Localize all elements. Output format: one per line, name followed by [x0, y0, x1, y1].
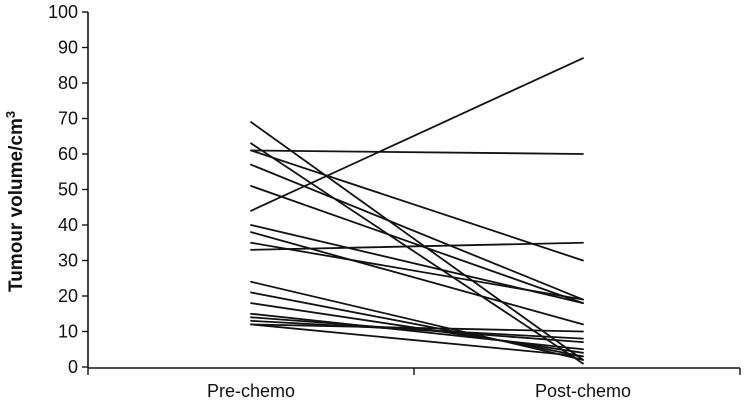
y-tick-label: 10 — [58, 322, 78, 342]
patient-line — [250, 323, 584, 358]
patient-line — [250, 185, 584, 305]
y-tick-label: 50 — [58, 180, 78, 200]
y-tick-label: 70 — [58, 109, 78, 129]
y-tick-label: 80 — [58, 73, 78, 93]
x-category-label: Post-chemo — [535, 381, 631, 401]
patient-line — [250, 291, 584, 358]
y-tick-label: 100 — [48, 2, 78, 22]
patient-line — [250, 280, 584, 361]
patient-line — [250, 57, 584, 212]
patient-line — [250, 323, 584, 333]
patient-line — [250, 149, 584, 262]
patient-line — [250, 241, 584, 251]
y-tick-label: 30 — [58, 251, 78, 271]
patient-line — [250, 231, 584, 326]
y-tick-label: 20 — [58, 286, 78, 306]
patient-line — [250, 319, 584, 340]
y-tick-label: 0 — [68, 357, 78, 377]
y-tick-label: 90 — [58, 38, 78, 58]
patient-line — [250, 142, 584, 365]
patient-line — [250, 149, 584, 155]
y-tick-label: 40 — [58, 215, 78, 235]
patient-line — [250, 121, 584, 361]
y-tick-label: 60 — [58, 144, 78, 164]
x-category-label: Pre-chemo — [207, 381, 295, 401]
patient-line — [250, 241, 584, 301]
patient-line — [250, 163, 584, 301]
y-axis-title: Tumour volume/cm3 — [3, 111, 27, 292]
patient-line — [250, 312, 584, 351]
